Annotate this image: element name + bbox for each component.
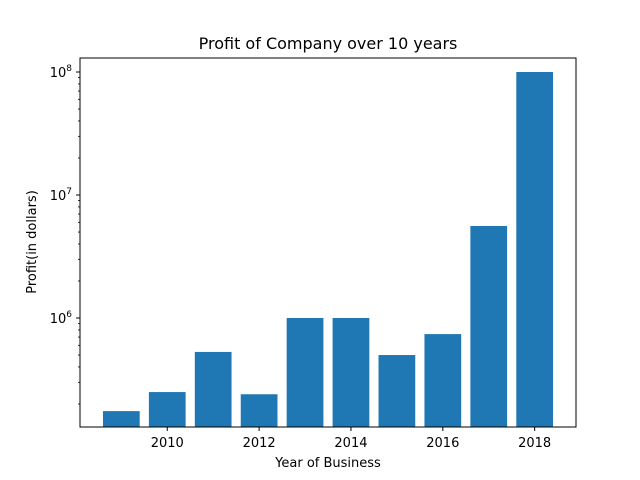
bar-2013 — [286, 318, 324, 427]
bar-2010 — [148, 392, 186, 427]
y-tick-label: 106 — [50, 310, 73, 327]
x-axis: 2010 2012 2014 2016 2018 — [151, 427, 551, 451]
bar-2012 — [240, 394, 278, 427]
x-tick-label: 2018 — [518, 436, 551, 451]
x-tick-label: 2014 — [334, 436, 367, 451]
y-tick-label: 108 — [50, 64, 73, 81]
bar-2015 — [378, 355, 416, 427]
y-axis-label: Profit(in dollars) — [25, 190, 40, 294]
x-tick-label: 2012 — [243, 436, 276, 451]
bar-2017 — [470, 225, 508, 427]
x-axis-label: Year of Business — [274, 456, 381, 471]
bar-2011 — [194, 351, 232, 427]
chart-title: Profit of Company over 10 years — [199, 34, 458, 53]
bar-2018 — [516, 72, 554, 428]
bar-2009 — [102, 411, 140, 427]
bar-2016 — [424, 334, 462, 427]
bar-2014 — [332, 318, 370, 427]
plot-frame — [79, 57, 577, 428]
y-tick-label: 107 — [50, 187, 72, 204]
x-tick-label: 2010 — [151, 436, 184, 451]
y-axis: 106 107 108 — [50, 64, 80, 405]
x-tick-label: 2016 — [426, 436, 459, 451]
bars-group — [102, 72, 554, 428]
